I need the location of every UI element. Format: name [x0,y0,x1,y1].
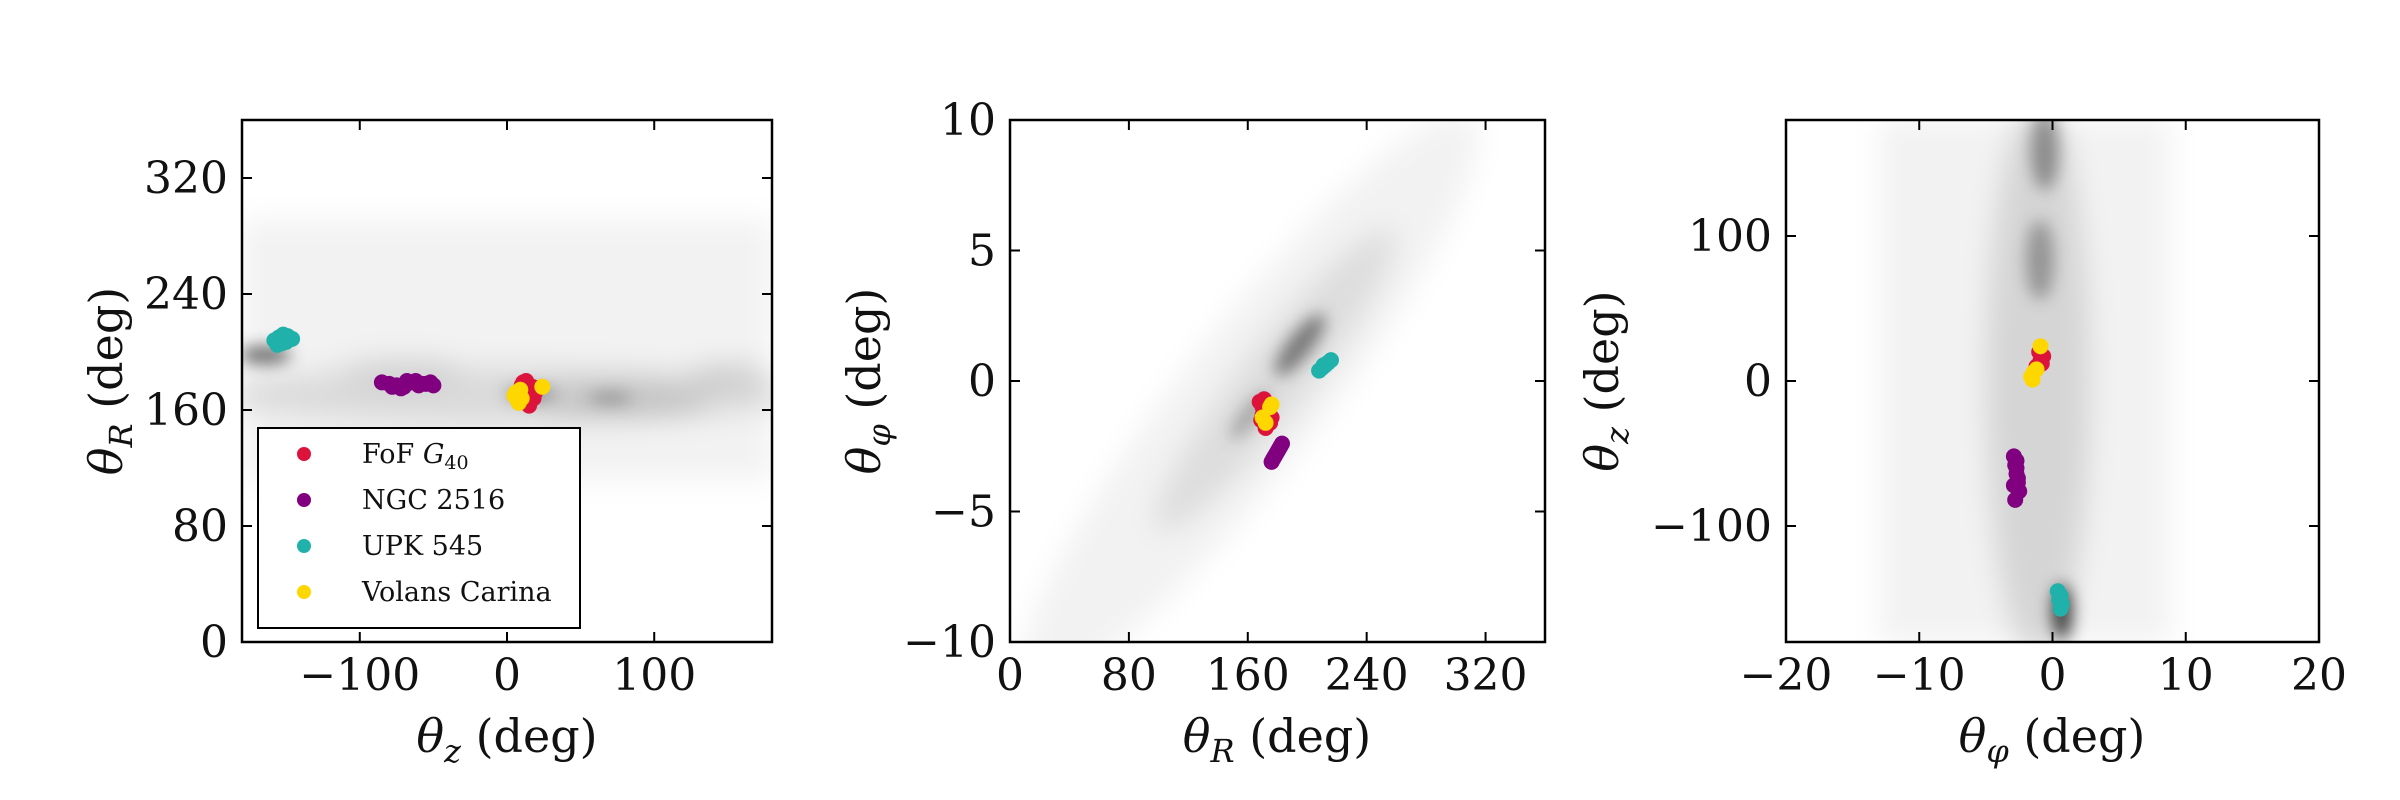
legend-marker-upk-545 [297,539,311,553]
density-background [1021,120,1479,642]
y-tick-label: −5 [931,487,996,538]
x-tick-label: 80 [1101,650,1157,701]
y-tick-label: 160 [144,385,228,436]
x-axis-label: θR (deg) [1183,709,1371,770]
y-tick-label: 0 [968,356,996,407]
y-tick-label: 0 [1744,356,1772,407]
legend-box [257,427,581,629]
data-point-ngc-2516 [393,380,409,397]
data-point-ngc-2516 [422,374,439,391]
scatter-points [2005,338,2070,617]
y-tick-label: −10 [903,617,996,668]
x-tick-label: −10 [1873,650,1966,701]
data-point-volans-carina [2032,338,2049,355]
x-tick-label: 320 [1444,650,1528,701]
data-point-volans-carina [1257,414,1274,431]
legend: FoF G40 NGC 2516 UPK 545 Volans Carina [257,427,581,629]
y-tick-label: 320 [144,153,228,204]
y-tick-label: −100 [1651,501,1772,552]
x-tick-label: −100 [299,650,420,701]
panel-theta-r-vs-theta-phi: 0 80 160 240 320 −10 −5 0 5 10 θR (deg) θφ (deg) [837,95,1547,770]
x-tick-label: 0 [493,650,521,701]
y-axis-label: θz (deg) [1575,290,1636,471]
data-point-volans-carina [513,390,530,407]
x-tick-label: 100 [612,650,696,701]
x-tick-label: 0 [996,650,1024,701]
y-axis-label: θφ (deg) [837,288,898,475]
x-tick-label: 0 [2039,650,2067,701]
y-tick-label: 100 [1688,211,1772,262]
y-tick-label: 0 [200,617,228,668]
axis-ticks: 0 80 160 240 320 −10 −5 0 5 10 [903,95,1545,701]
x-tick-label: −20 [1740,650,1833,701]
data-point-ngc-2516 [2008,452,2025,469]
legend-marker-fof-g40 [297,447,311,461]
legend-marker-volans-carina [297,585,311,599]
panel-theta-z-vs-theta-r: −100 0 100 0 80 160 240 320 θz (deg) θR (deg) F… [79,118,774,770]
legend-label-volans-carina: Volans Carina [361,577,552,608]
legend-marker-ngc-2516 [297,493,311,507]
x-tick-label: 240 [1325,650,1409,701]
data-point-volans-carina [1263,396,1280,413]
y-tick-label: 240 [144,269,228,320]
data-point-volans-carina [2024,371,2041,388]
y-tick-label: 80 [172,501,228,552]
y-axis-label: θR (deg) [79,287,140,475]
data-point-ngc-2516 [2007,491,2024,508]
y-tick-label: 5 [968,226,996,277]
y-tick-label: 10 [940,95,996,146]
data-point-upk-545 [2052,600,2069,617]
scatter-points [1251,352,1339,470]
data-point-volans-carina [534,378,551,395]
data-point-upk-545 [269,336,286,353]
data-point-upk-545 [1315,357,1332,374]
data-point-ngc-2516 [407,373,424,389]
x-tick-label: 10 [2158,650,2214,701]
legend-label-ngc-2516: NGC 2516 [362,485,505,516]
x-axis-label: θφ (deg) [1959,709,2146,770]
legend-label-upk-545: UPK 545 [362,531,483,562]
data-point-ngc-2516 [2005,477,2022,494]
x-axis-label: θz (deg) [416,709,597,770]
axis-ticks: −100 0 100 0 80 160 240 320 [144,120,772,701]
x-tick-label: 160 [1206,650,1290,701]
data-point-ngc-2516 [1274,435,1290,452]
scatter-points [266,326,551,414]
x-tick-label: 20 [2291,650,2347,701]
